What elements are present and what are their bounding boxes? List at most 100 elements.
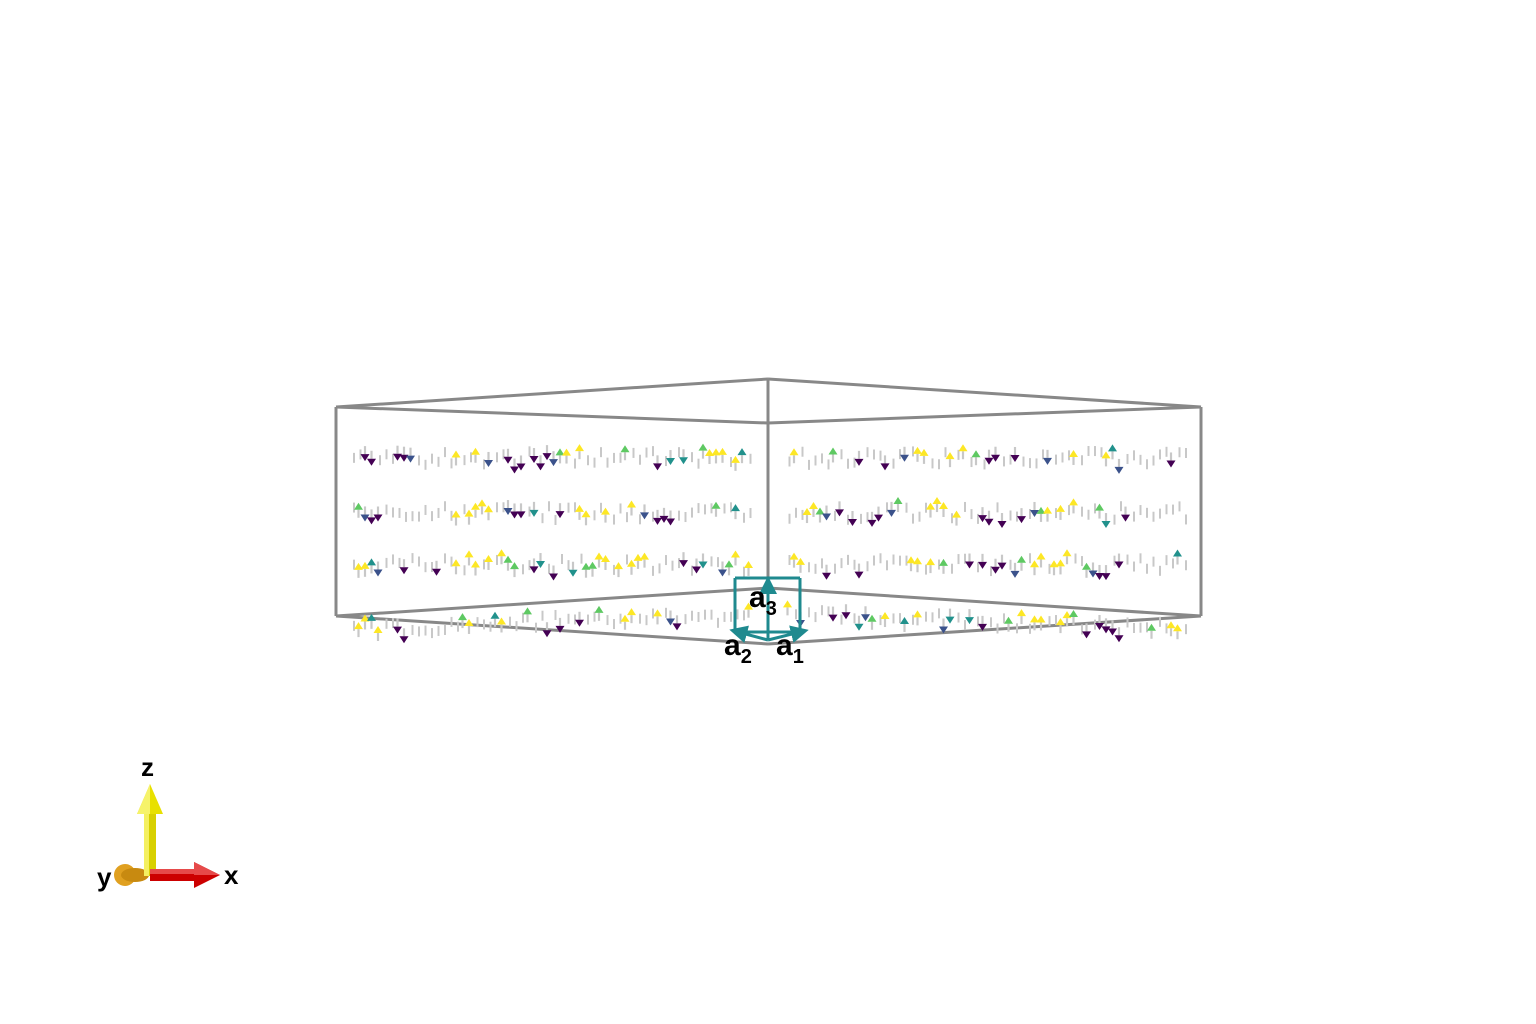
spin-arrow (1147, 623, 1156, 639)
spin-arrow (464, 618, 474, 634)
spin-arrow (945, 608, 955, 624)
spin-arrow (549, 451, 558, 467)
spin-arrow (854, 450, 864, 466)
spin-arrow (679, 552, 688, 568)
spin-arrow (698, 443, 708, 459)
spin-arrow (848, 511, 857, 527)
spin-arrow (555, 617, 565, 633)
spin-arrow (653, 509, 662, 525)
spin-arrow (529, 558, 539, 574)
spin-arrow (1043, 449, 1052, 465)
spin-arrow (828, 447, 838, 463)
spin-arrow (464, 550, 474, 566)
spin-arrow (893, 497, 903, 513)
spin-arrow (510, 458, 519, 474)
spin-arrow (939, 501, 948, 517)
spin-arrow (484, 451, 493, 467)
spin-arrow (575, 504, 584, 520)
spin-arrow (939, 558, 948, 574)
spin-arrow (627, 608, 636, 624)
spin-arrow (958, 444, 968, 460)
spin-arrow (516, 503, 526, 519)
spin-arrow (880, 455, 890, 471)
spin-arrow (731, 550, 740, 566)
spin-arrow (354, 562, 363, 578)
spin-arrow (620, 614, 630, 630)
spin-arrow (542, 445, 552, 461)
spin-arrow (1030, 615, 1039, 631)
spin-arrow (367, 613, 376, 629)
spin-arrow (594, 552, 604, 568)
spin-arrow (373, 506, 383, 522)
spin-arrow (1166, 452, 1176, 468)
spin-arrow (874, 506, 883, 522)
spin-arrow (900, 446, 909, 462)
spin-arrow (471, 447, 480, 463)
spin-arrow (867, 511, 877, 527)
spin-arrow (789, 448, 799, 464)
spin-arrow (360, 614, 370, 630)
spin-arrow (399, 559, 409, 575)
spin-arrow (601, 554, 610, 570)
spin-arrow (1049, 560, 1059, 576)
spin-arrow (640, 504, 649, 520)
spin-arrow (451, 510, 461, 526)
spin-arrow (399, 446, 409, 462)
lattice-vector-a3-label: a3 (749, 581, 777, 620)
spin-arrow (1082, 562, 1091, 578)
spin-arrow (529, 448, 539, 464)
spin-arrow (575, 611, 584, 627)
spin-arrow (854, 563, 864, 579)
spin-arrow (367, 509, 376, 525)
spin-arrow (464, 509, 474, 525)
lattice-vector-a2-label: a2 (724, 629, 752, 668)
spin-arrow (796, 557, 805, 573)
spin-arrow (926, 558, 935, 574)
spin-arrow (1121, 506, 1130, 522)
spin-arrow (718, 447, 727, 463)
spin-arrow (945, 452, 955, 468)
x-axis-arrow (150, 862, 220, 888)
spin-arrow (360, 446, 370, 462)
spin-arrow (932, 497, 942, 513)
spin-arrow (854, 615, 864, 631)
spin-arrow (1017, 555, 1026, 571)
spin-arrow (1030, 501, 1039, 517)
spin-arrow (789, 552, 799, 568)
spin-arrow (841, 604, 851, 620)
spin-arrow (1101, 565, 1111, 581)
spin-arrow (828, 606, 838, 622)
spin-arrow (536, 553, 545, 569)
spin-arrow (965, 609, 974, 625)
spin-arrow (679, 449, 688, 465)
spin-arrow (744, 602, 753, 618)
spin-arrow (991, 446, 1000, 462)
spin-arrow (633, 553, 643, 569)
spin-arrow (510, 562, 519, 578)
spin-arrow (1166, 621, 1176, 637)
spin-arrow (1101, 451, 1111, 467)
spin-arrow (399, 628, 409, 644)
spin-arrow (1062, 611, 1072, 627)
spin-arrow (1114, 627, 1124, 643)
spin-arrow (1056, 618, 1065, 634)
spin-arrow (1095, 614, 1104, 630)
spin-arrow (451, 559, 461, 575)
spin-arrow (373, 626, 383, 642)
spin-arrow (822, 505, 831, 521)
spin-arrow (497, 549, 506, 565)
spin-arrow (711, 501, 721, 517)
spin-arrow (588, 561, 597, 577)
spin-arrow (614, 562, 623, 578)
spin-arrow (1114, 458, 1124, 474)
spin-arrow (1095, 503, 1104, 519)
spin-arrow (1069, 498, 1078, 514)
spin-arrow (503, 555, 513, 571)
spin-arrow (393, 618, 402, 634)
spin-arrow (1017, 609, 1026, 625)
spin-arrow (744, 560, 753, 576)
spin-arrow (432, 560, 441, 576)
spin-arrows (353, 443, 1187, 644)
spin-arrow (1101, 513, 1111, 529)
